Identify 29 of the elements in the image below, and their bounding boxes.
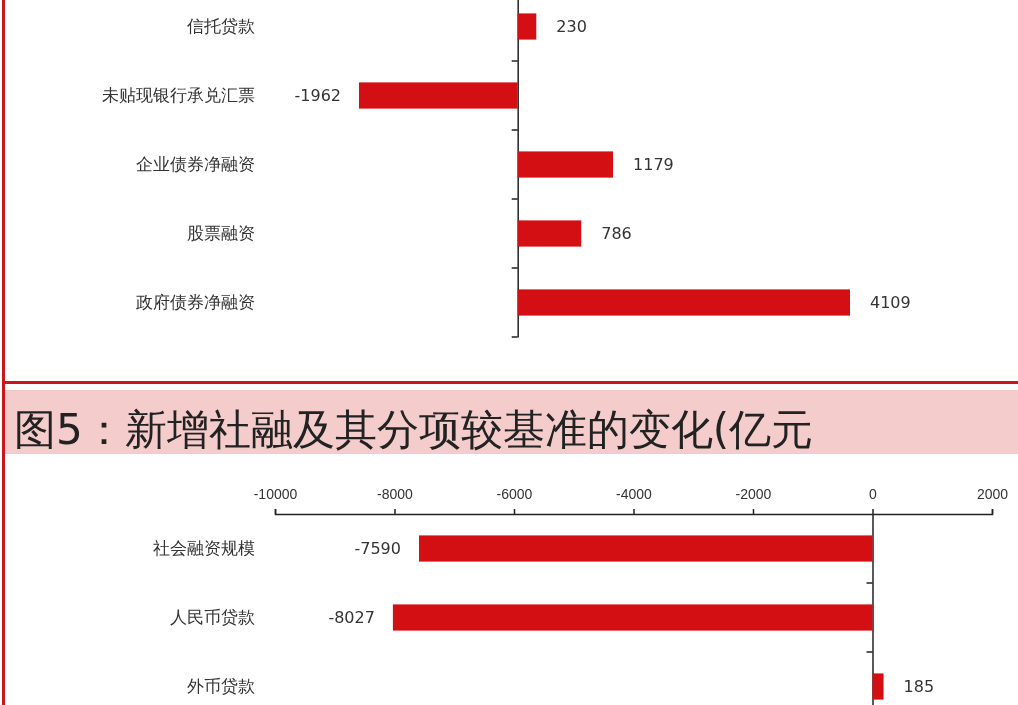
x-tick-label: 2000 — [976, 486, 1009, 502]
bar — [517, 151, 614, 178]
bar — [517, 220, 582, 247]
x-tick-label: -8000 — [377, 486, 414, 502]
y-tick-label: 企业债券净融资 — [136, 154, 255, 175]
bar — [517, 289, 850, 316]
x-tick-label: -10000 — [253, 486, 298, 502]
data-label: -7590 — [354, 539, 401, 559]
y-tick-label: 信托贷款 — [187, 16, 255, 37]
data-label: 230 — [556, 17, 587, 37]
x-tick-label: -4000 — [616, 486, 653, 502]
data-label: -1962 — [294, 86, 341, 106]
bar — [359, 82, 518, 109]
y-tick-label: 股票融资 — [187, 223, 255, 244]
y-tick-label: 未贴现银行承兑汇票 — [102, 85, 255, 106]
data-label: -8027 — [328, 608, 375, 628]
x-tick-label: -6000 — [496, 486, 533, 502]
data-label: 4109 — [870, 293, 911, 313]
x-tick-label: -2000 — [735, 486, 772, 502]
y-tick-label: 社会融资规模 — [153, 538, 255, 559]
data-label: 1179 — [633, 155, 674, 175]
y-tick-label: 外币贷款 — [187, 676, 255, 697]
x-tick-label: 0 — [869, 486, 878, 502]
y-tick-label: 人民币贷款 — [170, 607, 255, 628]
bar — [517, 13, 537, 40]
y-tick-label: 政府债券净融资 — [136, 292, 255, 313]
data-label: 786 — [601, 224, 632, 244]
data-label: 185 — [903, 677, 935, 697]
chart-title: 图5：新增社融及其分项较基准的变化(亿元 — [14, 405, 814, 454]
